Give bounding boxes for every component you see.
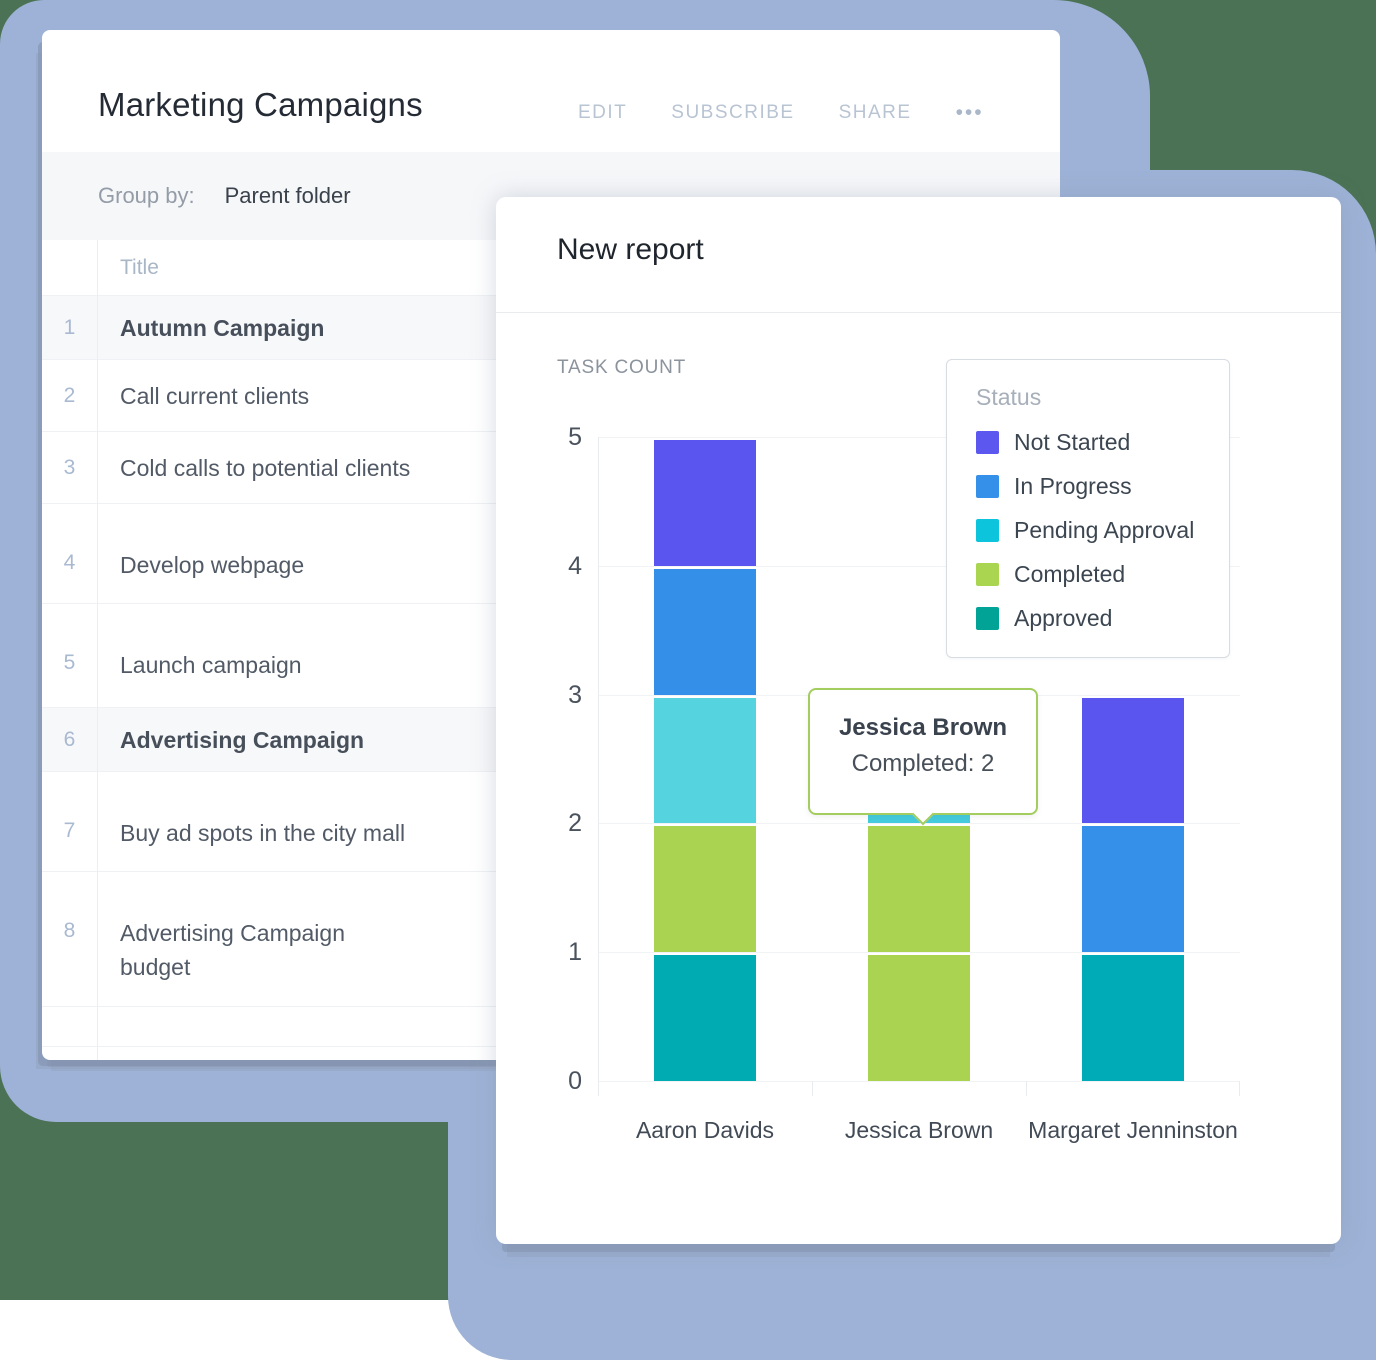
x-tick-label: Aaron Davids [635,1117,775,1143]
group-by-label: Group by: [98,183,195,208]
y-tick-label: 5 [568,423,582,451]
bar-segment-completed[interactable] [868,826,970,953]
y-tick-label: 0 [568,1067,582,1095]
report-header: New report [496,197,1341,313]
column-separator [97,240,98,1060]
legend-title: Status [976,384,1042,410]
share-button[interactable]: SHARE [838,102,912,123]
legend-item-pending-approval[interactable]: Pending Approval [976,517,1229,544]
table-row[interactable]: 4 Develop webpage [42,504,1060,604]
x-axis-tick [598,1081,599,1096]
x-axis-tick [1239,1081,1240,1096]
y-tick-label: 1 [568,938,582,967]
x-axis-tick [812,1081,813,1096]
legend-item-completed[interactable]: Completed [976,561,1229,588]
row-number: 3 [63,455,76,479]
gridline [598,437,1240,438]
pending-approval-swatch [976,519,999,542]
group-by-value[interactable]: Parent folder [224,183,351,208]
x-axis-tick [1026,1081,1027,1096]
gridline [598,1081,1240,1082]
x-tick-label: Jessica Brown [844,1117,994,1143]
bar-segment-pending-approval[interactable] [654,697,756,824]
subscribe-button[interactable]: SUBSCRIBE [671,102,795,123]
y-axis-title: TASK COUNT [557,357,687,378]
bar-segment-not-started[interactable] [1082,697,1184,824]
bar-segment-not-started[interactable] [654,440,756,566]
x-tick-label: Margaret Jenninston [1028,1117,1238,1143]
bar-segment-approved[interactable] [654,955,756,1081]
row-title: Advertising Campaign budget [120,920,346,980]
bar-segment-in-progress[interactable] [654,568,756,695]
chart-tooltip: Jessica Brown Completed: 2 [808,688,1038,815]
row-title: Buy ad spots in the city mall [120,820,406,846]
legend-item-in-progress[interactable]: In Progress [976,473,1229,500]
completed-swatch [976,563,999,586]
x-axis-labels: Aaron Davids Jessica Brown Margaret Jenn… [598,1113,1240,1147]
bar-segment-completed[interactable] [654,826,756,953]
bar-margaret-jenninston[interactable] [1082,695,1184,1081]
row-number: 2 [63,383,76,407]
approved-swatch [976,607,999,630]
row-title: Advertising Campaign [120,726,365,753]
y-tick-label: 2 [568,809,582,838]
tooltip-value: Completed: 2 [851,750,995,777]
row-title: Cold calls to potential clients [120,454,411,481]
bar-segment-completed[interactable] [868,955,970,1081]
row-number: 7 [63,819,76,842]
bar-segment-in-progress[interactable] [1082,826,1184,953]
row-number: 1 [63,315,76,339]
tooltip-title: Jessica Brown [838,714,1008,741]
more-menu-icon[interactable]: ••• [955,101,984,124]
row-title: Develop webpage [120,552,305,578]
row-title: Call current clients [120,382,310,409]
chart-plot-area: 5 4 3 2 1 0 Aaron Davids Jessica Brown M… [568,423,1240,1143]
not-started-swatch [976,431,999,454]
bar-segment-approved[interactable] [1082,955,1184,1081]
row-number: 5 [63,651,76,674]
row-title: Autumn Campaign [120,314,325,341]
card-title: Marketing Campaigns [98,86,423,123]
column-header-title[interactable]: Title [120,255,159,279]
card-menu: EDIT SUBSCRIBE SHARE ••• [578,102,984,124]
new-report-card: New report TASK COUNT 5 4 3 2 1 0 [496,197,1341,1244]
row-title: Launch campaign [120,652,302,678]
row-number: 8 [63,919,76,942]
in-progress-swatch [976,475,999,498]
gridline [598,823,1240,825]
gridline [598,565,1240,567]
legend-item-not-started[interactable]: Not Started [976,429,1229,456]
chart-legend: Status Not Started In Progress Pending A… [946,359,1230,658]
legend-item-approved[interactable]: Approved [976,605,1229,632]
bar-aaron-davids[interactable] [654,437,756,1081]
row-number: 6 [63,727,76,751]
y-tick-label: 4 [568,551,582,580]
page-background: Marketing Campaigns EDIT SUBSCRIBE SHARE… [0,0,1376,1300]
gridline [598,952,1240,954]
y-axis-line [598,437,599,1096]
edit-button[interactable]: EDIT [578,102,628,123]
report-title: New report [557,233,704,266]
y-tick-label: 3 [568,680,582,709]
row-number: 4 [63,551,76,574]
